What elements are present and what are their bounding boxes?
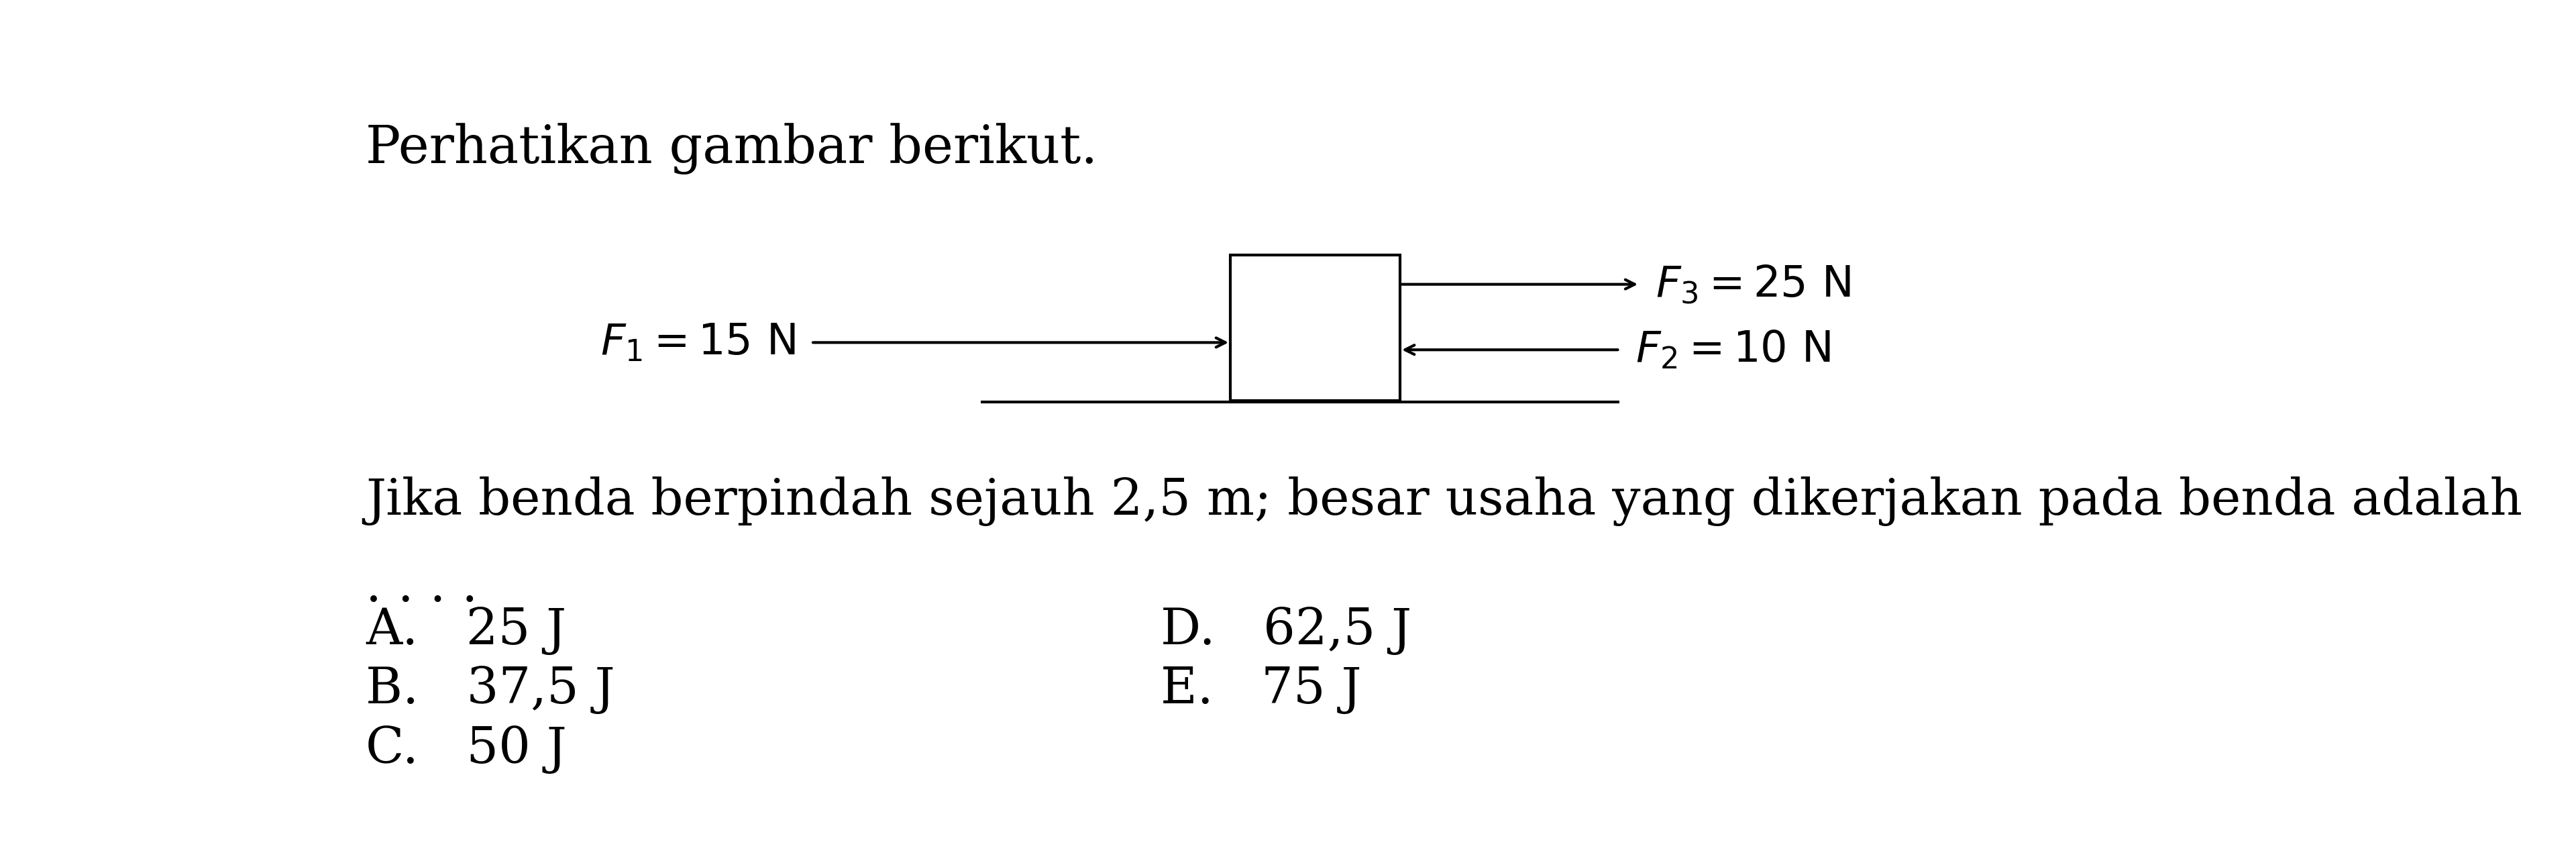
- Text: D.   62,5 J: D. 62,5 J: [1159, 606, 1412, 655]
- Text: Perhatikan gambar berikut.: Perhatikan gambar berikut.: [366, 123, 1097, 174]
- Text: . . . .: . . . .: [366, 563, 479, 612]
- Text: $F_1 = 15\ \mathrm{N}$: $F_1 = 15\ \mathrm{N}$: [600, 322, 796, 363]
- Text: A.   25 J: A. 25 J: [366, 606, 567, 655]
- Text: B.   37,5 J: B. 37,5 J: [366, 665, 616, 715]
- Text: $F_3 = 25\ \mathrm{N}$: $F_3 = 25\ \mathrm{N}$: [1656, 263, 1850, 306]
- Text: $F_2 = 10\ \mathrm{N}$: $F_2 = 10\ \mathrm{N}$: [1636, 329, 1832, 371]
- Bar: [1231, 255, 1401, 400]
- Text: Jika benda berpindah sejauh 2,5 m; besar usaha yang dikerjakan pada benda adalah: Jika benda berpindah sejauh 2,5 m; besar…: [366, 477, 2522, 527]
- Text: E.   75 J: E. 75 J: [1159, 665, 1363, 715]
- Text: C.   50 J: C. 50 J: [366, 725, 567, 774]
